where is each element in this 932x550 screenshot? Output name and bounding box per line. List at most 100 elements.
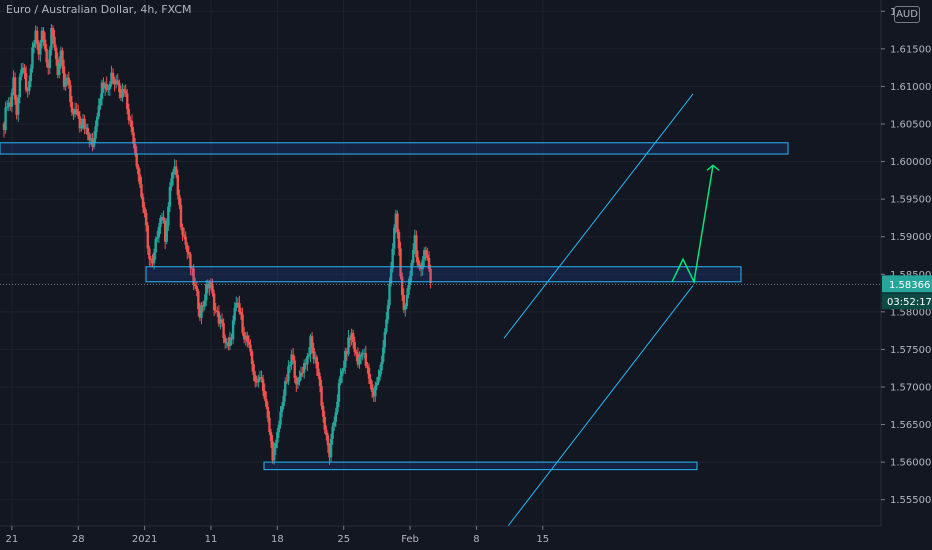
candle-body [96, 116, 99, 127]
candle-body [307, 354, 311, 357]
candle-body [382, 347, 385, 362]
candle-body [304, 363, 307, 365]
channel-lower-line [507, 285, 694, 527]
candle-body [73, 109, 77, 115]
time-tick-label: Feb [401, 534, 419, 545]
candle-body [244, 335, 247, 340]
projection-path [671, 165, 714, 285]
candle-body [214, 310, 217, 312]
candle-body [386, 305, 390, 320]
candle-body [111, 72, 115, 80]
candle-body [107, 88, 110, 90]
candle-body [113, 79, 116, 85]
grid-lines [0, 0, 881, 526]
candle-body [148, 248, 151, 259]
candle-body [287, 366, 290, 382]
candle-body [269, 432, 273, 442]
time-axis-bg [0, 526, 932, 550]
projection-arrowhead [706, 164, 720, 171]
candle-body [62, 66, 66, 87]
candle-body [258, 377, 262, 379]
price-axis-bg [881, 0, 932, 550]
candle-body [99, 98, 102, 106]
candle-body [334, 412, 337, 422]
chart-legend[interactable]: Euro / Australian Dollar, 4h, FXCM [6, 3, 192, 16]
candle-body [310, 336, 314, 348]
candle-body [127, 108, 131, 121]
candle-body [77, 111, 80, 117]
candle-body [159, 218, 162, 228]
candle-body [132, 132, 135, 144]
candle-body [228, 337, 232, 347]
candle-body [429, 268, 432, 283]
time-tick-label: 18 [271, 534, 284, 545]
candle-body [268, 417, 271, 433]
price-tick-label: 1.58000 [890, 307, 931, 318]
candle-body [325, 429, 328, 436]
candle-body [40, 30, 44, 43]
candle-body [70, 102, 74, 113]
candle-body [336, 401, 339, 413]
candle-body [193, 284, 197, 287]
candle-body [247, 341, 251, 345]
candle-body [404, 305, 407, 310]
candle-body [165, 225, 168, 242]
candle-body [205, 284, 208, 301]
candle-body [265, 398, 268, 407]
candle-body [179, 204, 183, 228]
candle-body [12, 77, 15, 93]
candle-body [103, 83, 107, 89]
candle-body [385, 319, 388, 332]
candle-body [320, 385, 323, 406]
candle-body [72, 112, 75, 115]
candle-body [397, 231, 401, 249]
candle-body [130, 121, 134, 133]
time-tick-label: 28 [72, 534, 85, 545]
candle-body [2, 123, 6, 130]
countdown-value: 03:52:17 [887, 297, 932, 308]
candle-body [42, 30, 45, 40]
candle-body [129, 120, 132, 122]
candle-body [391, 248, 394, 269]
candle-body [110, 72, 113, 84]
time-axis[interactable]: 21 28 2021 11 18 25 Feb 8 15 [0, 525, 932, 550]
candle-body [67, 77, 70, 85]
candle-body [34, 30, 37, 44]
candle-body [160, 216, 164, 219]
candle-body [80, 124, 83, 129]
price-axis[interactable]: 1.55500 1.56000 1.56500 1.57000 1.57500 1.580… [880, 0, 932, 550]
last-price-value: 1.58366 [889, 280, 930, 291]
candle-body [280, 405, 284, 412]
price-tick-label: 1.59000 [890, 232, 931, 243]
candle-body [37, 44, 40, 55]
candle-body [163, 220, 167, 242]
candle-body [230, 337, 233, 340]
candle-body [53, 36, 56, 48]
candle-body [66, 77, 69, 80]
candle-body [13, 77, 17, 100]
candle-body [175, 166, 178, 175]
candle-body [315, 357, 319, 369]
candle-body [114, 80, 118, 85]
candle-body [329, 438, 333, 458]
candle-body [54, 47, 58, 60]
currency-badge[interactable]: AUD [894, 6, 920, 23]
candle-body [295, 377, 298, 385]
candle-body [28, 81, 31, 91]
candle-body [279, 411, 282, 425]
candle-body [377, 376, 380, 383]
candle-body [369, 378, 372, 385]
candle-body [249, 344, 252, 352]
candle-body [149, 258, 153, 261]
candle-body [182, 234, 186, 237]
candle-body [239, 312, 243, 315]
candle-body [318, 376, 322, 386]
candle-body [84, 127, 88, 129]
candle-body [389, 268, 393, 284]
candle-body [418, 264, 421, 266]
candle-body [176, 174, 179, 196]
candle-body [339, 375, 342, 384]
price-tick-label: 1.57500 [890, 345, 931, 356]
